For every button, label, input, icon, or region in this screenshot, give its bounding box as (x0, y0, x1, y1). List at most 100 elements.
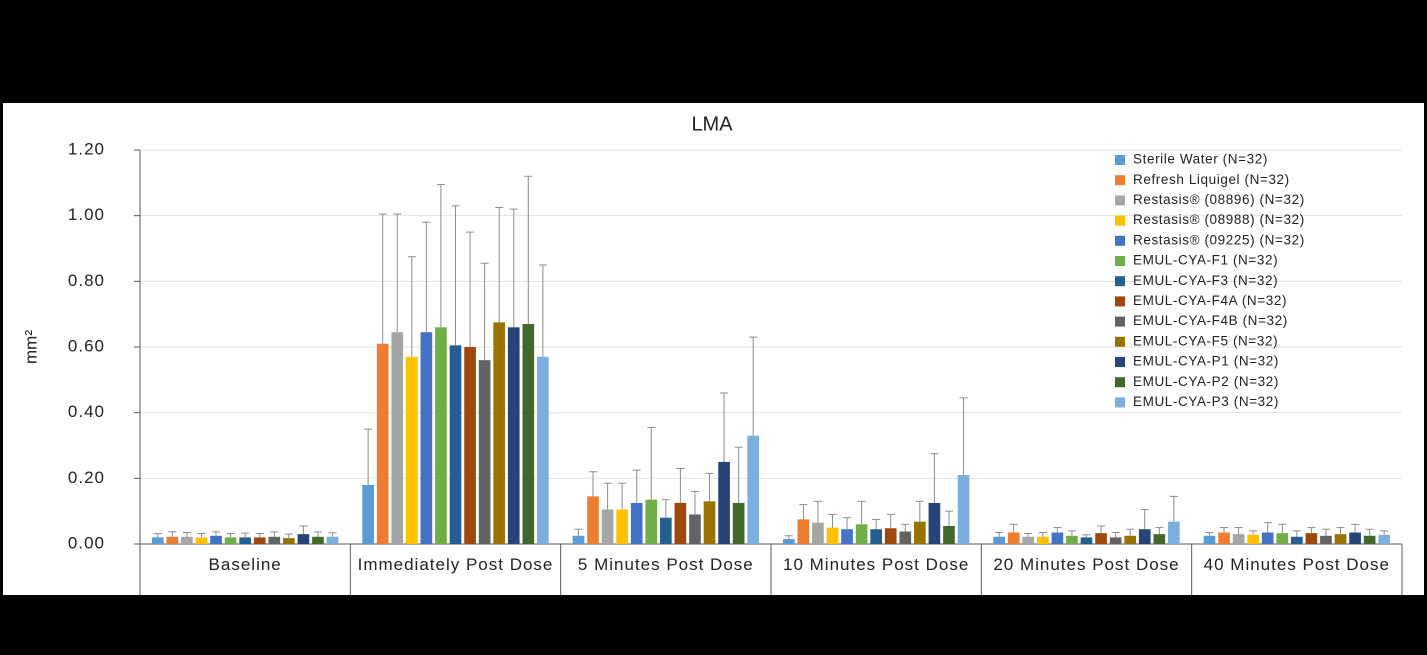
bar (747, 435, 760, 544)
y-axis-label: mm² (21, 330, 40, 364)
bar (166, 536, 179, 544)
bar (616, 509, 628, 544)
legend-label: Sterile Water (N=32) (1133, 152, 1268, 167)
bar (914, 521, 926, 544)
legend-swatch (1115, 397, 1125, 408)
legend-label: EMUL-CYA-F1 (N=32) (1133, 253, 1278, 268)
bar (362, 484, 374, 544)
bar (1036, 536, 1049, 544)
legend-label: EMUL-CYA-F3 (N=32) (1133, 273, 1278, 288)
bar (224, 537, 237, 544)
legend-swatch (1115, 195, 1125, 206)
bar (464, 347, 476, 544)
bar (826, 527, 839, 544)
bar (797, 519, 810, 544)
legend-label: Restasis® (08988) (N=32) (1133, 212, 1305, 227)
bar (1291, 536, 1303, 544)
bar (1203, 535, 1216, 544)
bar (210, 535, 222, 544)
bar (855, 524, 868, 544)
bar (1363, 535, 1376, 544)
bar (1124, 535, 1137, 544)
bar (884, 528, 897, 544)
bar (151, 537, 164, 544)
x-tick-label: 40 Minutes Post Dose (1203, 555, 1390, 574)
legend-swatch (1115, 357, 1125, 367)
bar (732, 502, 745, 544)
y-tick-label: 0.80 (68, 271, 105, 290)
bar (718, 461, 730, 544)
bar (703, 501, 716, 544)
legend-label: Restasis® (09225) (N=32) (1133, 232, 1305, 247)
bar (630, 502, 643, 544)
bar (660, 517, 672, 544)
bar (478, 360, 491, 544)
x-tick-label: Immediately Post Dose (357, 555, 554, 574)
bar (1349, 532, 1361, 544)
x-tick-label: 10 Minutes Post Dose (783, 555, 970, 574)
bar (782, 539, 795, 544)
bar (601, 509, 614, 544)
bar (1007, 532, 1020, 544)
bar (253, 537, 266, 544)
bar (449, 345, 462, 544)
bar (943, 525, 955, 544)
y-tick-label: 0.20 (68, 468, 105, 487)
bar (1247, 534, 1259, 544)
bar (841, 529, 853, 544)
x-tick-label: 20 Minutes Post Dose (993, 555, 1180, 574)
legend-label: Refresh Liquigel (N=32) (1133, 172, 1290, 187)
bar (1232, 534, 1245, 544)
y-tick-label: 0.60 (68, 336, 105, 355)
bar (507, 327, 520, 544)
bar (993, 536, 1005, 544)
bar (899, 531, 912, 544)
bar (326, 536, 339, 544)
bar (812, 522, 824, 544)
y-tick-label: 1.00 (68, 205, 105, 224)
bar (420, 332, 433, 544)
bar (572, 535, 585, 544)
chart-title: LMA (691, 113, 733, 135)
bar (297, 534, 310, 544)
bar (268, 536, 281, 544)
bar (1218, 532, 1230, 544)
legend-swatch (1115, 235, 1125, 246)
bar (283, 538, 295, 544)
bar (1138, 529, 1151, 544)
bar (689, 514, 701, 544)
bar (1066, 535, 1078, 544)
legend-swatch (1115, 296, 1125, 307)
bar (1153, 534, 1166, 544)
legend-label: EMUL-CYA-F4A (N=32) (1133, 293, 1287, 308)
bar (1305, 533, 1318, 544)
bar (537, 356, 549, 544)
bar (1276, 533, 1289, 544)
legend-swatch (1115, 155, 1125, 165)
legend-label: EMUL-CYA-P2 (N=32) (1133, 374, 1279, 389)
legend-swatch (1115, 256, 1125, 266)
bar (928, 502, 941, 544)
bar (522, 324, 535, 544)
legend-label: EMUL-CYA-P1 (N=32) (1133, 354, 1279, 369)
bar (1261, 532, 1274, 544)
bar (195, 537, 208, 544)
bar (376, 343, 389, 544)
legend-swatch (1115, 276, 1125, 287)
bar (435, 327, 447, 544)
bar (1320, 535, 1332, 544)
y-tick-label: 1.20 (68, 139, 105, 158)
legend-swatch (1115, 316, 1125, 327)
legend-label: Restasis® (08896) (N=32) (1133, 192, 1305, 207)
legend-label: EMUL-CYA-F5 (N=32) (1133, 333, 1278, 348)
legend-swatch (1115, 336, 1125, 347)
y-tick-label: 0.40 (68, 402, 105, 421)
bar (391, 332, 404, 544)
bar (405, 356, 418, 544)
bar (674, 502, 687, 544)
legend-swatch (1115, 175, 1125, 186)
bar (1051, 532, 1064, 544)
bar (1109, 537, 1122, 544)
